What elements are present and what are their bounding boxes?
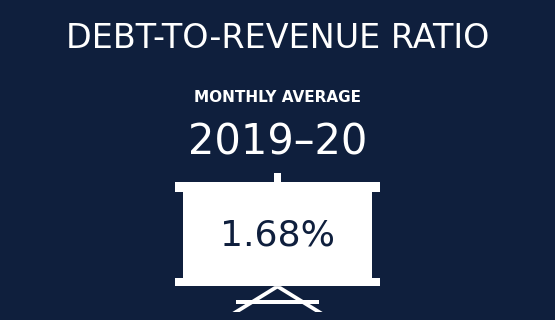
Text: MONTHLY AVERAGE: MONTHLY AVERAGE: [194, 90, 361, 105]
Bar: [175, 278, 380, 286]
Bar: [236, 300, 319, 304]
Text: 1.68%: 1.68%: [220, 218, 335, 252]
Text: DEBT-TO-REVENUE RATIO: DEBT-TO-REVENUE RATIO: [66, 22, 489, 55]
Text: 2019–20: 2019–20: [188, 122, 367, 164]
Bar: [183, 192, 372, 278]
Bar: [175, 182, 380, 192]
Bar: [274, 173, 281, 182]
Polygon shape: [274, 286, 322, 312]
Polygon shape: [233, 286, 281, 312]
